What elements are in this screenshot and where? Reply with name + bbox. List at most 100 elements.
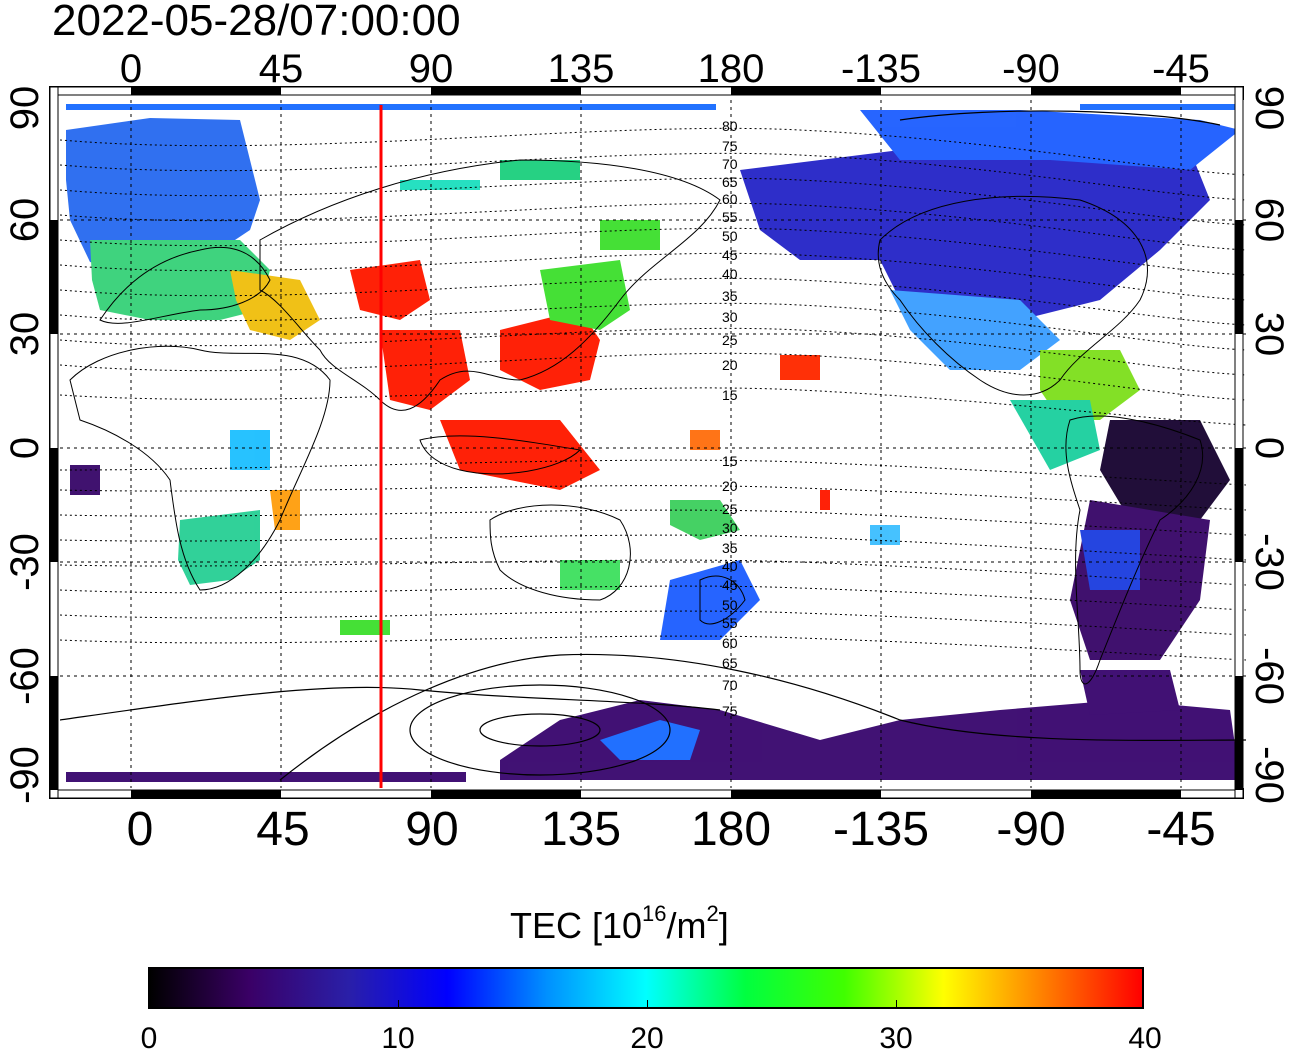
x-axis-bottom: 0 45 90 135 180 -135 -90 -45 [127, 803, 1216, 856]
contour-label: 60 [722, 635, 738, 651]
map-title: 2022-05-28/07:00:00 [52, 0, 461, 45]
x-tick-label-top: -90 [1002, 47, 1060, 91]
contour-label: 45 [722, 247, 738, 263]
tec-region [500, 310, 600, 390]
tec-region [1080, 530, 1140, 590]
tec-region [380, 330, 470, 410]
tec-region [90, 240, 270, 320]
contour-label: 25 [722, 332, 738, 348]
magnetic-solid-contours [60, 110, 1246, 781]
contour-label: 75 [722, 703, 738, 719]
tec-region [600, 720, 700, 760]
y-tick-label-left: 30 [3, 312, 47, 357]
contour-label: 15 [722, 453, 738, 469]
tec-region [350, 260, 430, 320]
colorbar-tick-label: 0 [140, 1022, 158, 1055]
tec-data-layer [66, 104, 1240, 782]
colorbar-tick-label: 10 [381, 1022, 415, 1055]
axis-edge-bars [49, 86, 1244, 799]
tec-region [740, 140, 1210, 330]
contour-label: 70 [722, 677, 738, 693]
tec-region [1080, 104, 1240, 110]
y-tick-label-right: -30 [1247, 533, 1291, 591]
y-tick-label-left: -60 [3, 647, 47, 705]
contour-label: 30 [722, 520, 738, 536]
contour-label: 25 [722, 501, 738, 517]
tec-region [400, 180, 480, 190]
contour-label: 15 [722, 387, 738, 403]
y-tick-label-left: 0 [3, 437, 47, 459]
contour-label: 50 [722, 597, 738, 613]
tec-region [820, 490, 830, 510]
y-tick-label-right: 0 [1247, 437, 1291, 459]
tec-region [230, 270, 320, 340]
contour-label: 40 [722, 558, 738, 574]
tec-region [860, 110, 1240, 170]
x-tick-label-bottom: 45 [256, 803, 309, 856]
x-tick-label-bottom: -90 [996, 803, 1065, 856]
contour-label: 35 [722, 540, 738, 556]
tec-region [66, 772, 466, 782]
colorbar-title-unit: /m [666, 905, 707, 946]
contour-label: 50 [722, 228, 738, 244]
x-tick-label-top: 135 [548, 47, 615, 91]
contour-label: 70 [722, 156, 738, 172]
y-axis-right: 90 60 30 0 -30 -60 -90 [1247, 86, 1291, 804]
colorbar-title: TEC [1016/m2] [510, 901, 729, 947]
contour-label: 35 [722, 288, 738, 304]
x-axis-top: 0 45 90 135 180 -135 -90 -45 [120, 47, 1210, 91]
colorbar-tick-label: 20 [630, 1022, 664, 1055]
tec-region [1100, 420, 1230, 520]
contour-label: 80 [722, 118, 738, 134]
contour-label: 75 [722, 138, 738, 154]
contour-label: 65 [722, 174, 738, 190]
contour-label: 55 [722, 615, 738, 631]
y-tick-label-right: 90 [1247, 86, 1291, 131]
contour-label: 45 [722, 577, 738, 593]
y-tick-label-right: -90 [1247, 746, 1291, 804]
y-tick-label-right: 30 [1247, 312, 1291, 357]
contour-label-layer: 80 75 70 65 60 55 50 45 40 35 30 25 20 1… [722, 118, 738, 719]
colorbar-title-end: ] [718, 905, 729, 946]
colorbar-tickmark [398, 1000, 399, 1009]
colorbar-title-exponent: 16 [642, 901, 667, 926]
y-tick-label-left: -30 [3, 533, 47, 591]
colorbar-tick-label: 40 [1128, 1022, 1162, 1055]
tec-region [890, 290, 1060, 370]
tec-region [66, 118, 260, 270]
y-tick-label-right: 60 [1247, 198, 1291, 243]
tec-region [660, 560, 760, 640]
contour-label: 30 [722, 309, 738, 325]
contour-label: 20 [722, 357, 738, 373]
tec-region [500, 160, 580, 180]
x-tick-label-bottom: -135 [833, 803, 929, 856]
x-tick-label-bottom: -45 [1146, 803, 1215, 856]
colorbar [148, 967, 1144, 1009]
x-tick-label-bottom: 180 [691, 803, 771, 856]
x-tick-label-top: 90 [409, 47, 454, 91]
tec-region [178, 510, 260, 585]
tec-region [780, 355, 820, 380]
colorbar-tick-label: 30 [879, 1022, 913, 1055]
tec-region [230, 430, 270, 470]
x-tick-label-top: 180 [698, 47, 765, 91]
grid-lines [60, 100, 1246, 788]
coastlines [69, 159, 1204, 685]
tec-region [690, 430, 720, 450]
magnetic-contours [60, 127, 1246, 661]
contour-label: 65 [722, 655, 738, 671]
x-tick-label-top: 45 [259, 47, 304, 91]
tec-map: 80 75 70 65 60 55 50 45 40 35 30 25 20 1… [3, 47, 1291, 856]
colorbar-title-unit-exponent: 2 [706, 901, 719, 926]
tec-region [440, 420, 600, 490]
colorbar-title-main: TEC [10 [510, 905, 643, 946]
x-tick-label-bottom: 90 [405, 803, 458, 856]
tec-region [1080, 670, 1180, 715]
y-tick-label-left: 90 [3, 86, 47, 131]
x-tick-label-bottom: 135 [541, 803, 621, 856]
y-tick-label-left: -90 [3, 746, 47, 804]
x-tick-label-top: -135 [841, 47, 921, 91]
y-axis-left: 90 60 30 0 -30 -60 -90 [3, 86, 47, 804]
colorbar-tickmark [647, 1000, 648, 1009]
contour-label: 40 [722, 266, 738, 282]
